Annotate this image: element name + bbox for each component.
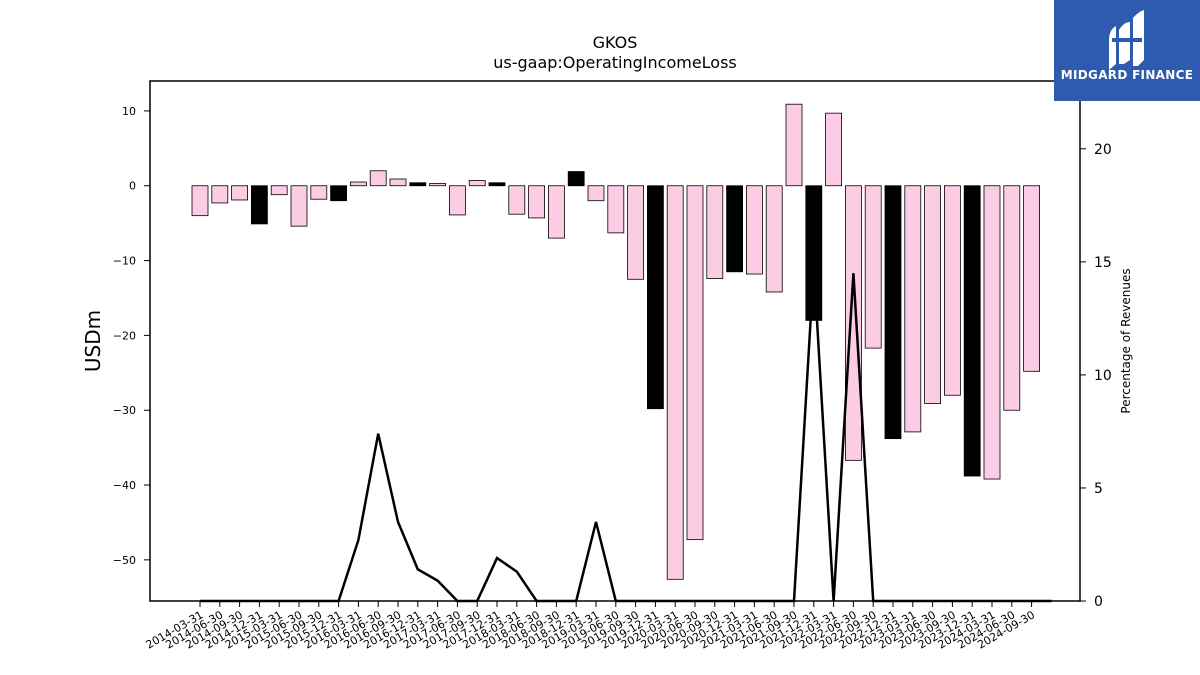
bar-2015-12-31 [330,185,348,202]
plot-frame [149,80,1081,602]
y2-axis-label: Percentage of Revenues [1119,268,1133,413]
bar-2016-09-30 [389,178,407,187]
midgard-finance-logo: MIDGARD FINANCE [1054,0,1200,101]
logo-mark-icon [1054,0,1200,101]
bar-2014-03-31 [191,185,209,217]
bar-2015-09-30 [310,185,328,200]
bar-2016-06-30 [369,170,387,187]
y2-tick-label: 20 [1094,142,1112,158]
bar-2024-06-30 [1003,185,1021,411]
bar-2019-06-30 [607,185,625,234]
bar-2021-03-31 [746,185,763,275]
bars-layer [191,103,1040,580]
bar-2018-06-30 [528,185,545,219]
bar-2023-09-30 [944,185,961,396]
y-axis-label: USDm [81,310,105,372]
y-axis: 10 0 −10 −20 −30 −40 −50 [113,105,150,567]
bar-2016-12-31 [409,182,427,187]
y-tick-label: −40 [113,479,136,492]
bar-2020-06-30 [686,185,704,541]
logo-text: MIDGARD FINANCE [1060,68,1194,82]
y-tick-label: −10 [113,255,136,268]
bar-2020-12-31 [726,185,743,273]
bar-2022-06-30 [845,185,862,461]
bar-2022-09-30 [864,185,882,349]
bar-2020-09-30 [706,185,724,279]
bar-2023-12-31 [963,185,981,477]
bar-2024-09-30 [1023,185,1040,372]
bar-2023-03-31 [904,185,922,433]
y2-tick-label: 10 [1094,368,1112,384]
bar-2019-09-30 [627,185,644,280]
bar-2019-12-31 [647,185,664,410]
y2-tick-label: 0 [1094,594,1103,610]
bar-2021-12-31 [805,185,823,321]
bar-2018-09-30 [548,185,565,239]
bar-2021-06-30 [765,185,783,293]
bar-2014-09-30 [231,185,249,201]
bar-2014-06-30 [211,185,229,204]
y2-axis: 0 5 10 15 20 [1080,142,1112,610]
bar-2022-12-31 [884,185,902,440]
bar-2019-03-31 [587,185,605,202]
bar-2020-03-31 [666,185,684,580]
y2-tick-label: 5 [1094,481,1103,497]
bar-2017-06-30 [448,185,466,216]
bar-2018-03-31 [508,185,526,215]
y-tick-label: 10 [122,105,136,118]
bar-2024-03-31 [983,185,1001,480]
y-tick-label: −20 [113,329,136,342]
bar-2016-03-31 [349,181,367,187]
bar-2015-06-30 [290,185,308,227]
chart-subtitle: us-gaap:OperatingIncomeLoss [493,53,737,72]
y-tick-label: 0 [129,180,136,193]
bar-2017-09-30 [468,180,486,187]
bar-2021-09-30 [785,103,803,187]
bar-2017-12-31 [488,182,506,187]
line-layer [200,266,1052,603]
bar-2022-03-31 [825,112,842,187]
bar-2015-03-31 [270,185,288,196]
chart-title: GKOS [593,33,638,52]
bar-2023-06-30 [924,185,941,404]
bar-2014-12-31 [250,185,268,225]
bar-2017-03-31 [429,183,447,187]
bar-2018-12-31 [567,171,585,187]
percentage-of-revenues-line [200,266,1052,603]
y-tick-label: −50 [113,554,136,567]
y2-tick-label: 15 [1094,255,1112,271]
x-axis: 2014-03-312014-06-302014-09-302014-12-31… [144,601,1037,652]
y-tick-label: −30 [113,404,136,417]
